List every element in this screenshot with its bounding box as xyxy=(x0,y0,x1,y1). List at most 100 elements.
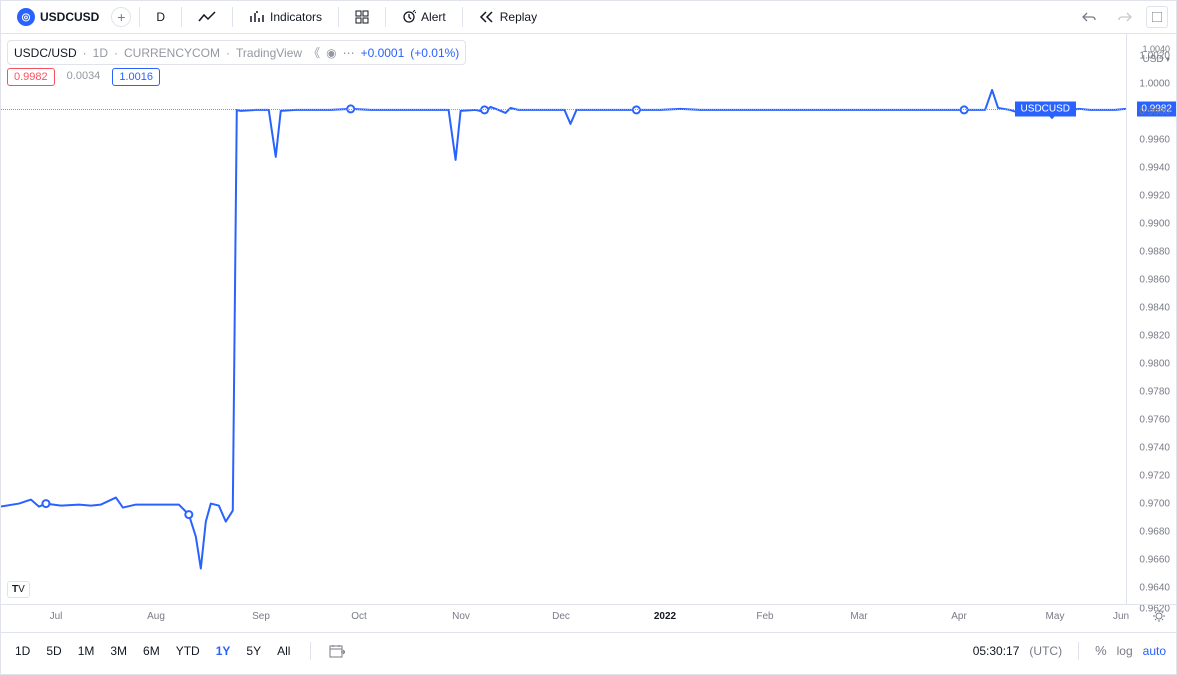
range-all[interactable]: All xyxy=(273,641,294,661)
replay-label: Replay xyxy=(500,10,537,24)
price-tick: 0.9860 xyxy=(1139,275,1170,286)
more-icon[interactable]: ⋯ xyxy=(343,46,355,60)
separator xyxy=(232,7,233,27)
dot: · xyxy=(83,46,87,60)
indicators-button[interactable]: Indicators xyxy=(241,6,330,28)
alert-label: Alert xyxy=(421,10,446,24)
alert-icon xyxy=(402,10,416,24)
time-tick: May xyxy=(1046,611,1065,622)
range-6m[interactable]: 6M xyxy=(139,641,164,661)
info-source: TradingView xyxy=(236,46,302,60)
indicators-label: Indicators xyxy=(270,10,322,24)
price-tick: 0.9840 xyxy=(1139,303,1170,314)
interval-button[interactable]: D xyxy=(148,6,173,28)
goto-date-button[interactable] xyxy=(327,642,347,660)
separator xyxy=(1078,642,1079,660)
undo-button[interactable] xyxy=(1074,7,1104,27)
add-symbol-button[interactable]: + xyxy=(111,7,131,27)
range-ytd[interactable]: YTD xyxy=(172,641,204,661)
axis-settings-button[interactable] xyxy=(1152,609,1166,626)
replay-button[interactable]: Replay xyxy=(471,6,545,28)
price-tick: 0.9640 xyxy=(1139,583,1170,594)
current-price-symbol-tag: USDCUSD xyxy=(1015,102,1076,117)
info-exchange: CURRENCYCOM xyxy=(124,46,220,60)
time-tick: Jul xyxy=(50,611,63,622)
current-price-line xyxy=(1,109,1126,110)
value-low: 0.9982 xyxy=(7,68,55,86)
separator xyxy=(139,7,140,27)
indicators-icon xyxy=(249,10,265,24)
price-tick: 0.9700 xyxy=(1139,499,1170,510)
range-1d[interactable]: 1D xyxy=(11,641,34,661)
separator xyxy=(385,7,386,27)
redo-icon xyxy=(1118,11,1132,23)
info-timeframe: 1D xyxy=(93,46,108,60)
clock-tz[interactable]: (UTC) xyxy=(1029,644,1062,658)
visibility-icon[interactable]: ◉ xyxy=(326,46,336,60)
chart-main[interactable]: USDCUSD USDC/USD · 1D · CURRENCYCOM · Tr… xyxy=(1,34,1126,604)
price-tick: 0.9660 xyxy=(1139,555,1170,566)
templates-button[interactable] xyxy=(347,6,377,28)
time-tick: Apr xyxy=(951,611,967,622)
redo-button[interactable] xyxy=(1110,7,1140,27)
fullscreen-button[interactable] xyxy=(1146,6,1168,28)
price-tick: 1.0020 xyxy=(1139,51,1170,62)
time-tick: Dec xyxy=(552,611,570,622)
range-1y[interactable]: 1Y xyxy=(212,641,235,661)
line-chart-icon xyxy=(198,10,216,24)
change-abs: +0.0001 xyxy=(361,46,405,60)
alert-button[interactable]: Alert xyxy=(394,6,454,28)
price-tick: 0.9740 xyxy=(1139,443,1170,454)
price-tick: 0.9880 xyxy=(1139,247,1170,258)
price-tick: 0.9940 xyxy=(1139,163,1170,174)
time-tick: 2022 xyxy=(654,611,676,622)
fullscreen-icon xyxy=(1152,12,1162,22)
price-tick: 0.9720 xyxy=(1139,471,1170,482)
symbol-info-bar[interactable]: USDC/USD · 1D · CURRENCYCOM · TradingVie… xyxy=(7,40,466,65)
log-button[interactable]: log xyxy=(1117,644,1133,658)
tradingview-logo[interactable]: TV xyxy=(7,581,30,598)
time-axis[interactable]: JulAugSepOctNovDec2022FebMarAprMayJun xyxy=(1,604,1176,632)
templates-icon xyxy=(355,10,369,24)
dot: · xyxy=(114,46,118,60)
time-tick: Sep xyxy=(252,611,270,622)
symbol-name: USDCUSD xyxy=(40,10,99,24)
price-scale[interactable]: 1.0040 USD ▾ 0.9982 1.00201.00000.99800.… xyxy=(1126,34,1176,604)
separator xyxy=(181,7,182,27)
symbol-selector[interactable]: ◎ USDCUSD xyxy=(9,4,107,30)
top-toolbar: ◎ USDCUSD + D Indicators Alert Replay xyxy=(1,1,1176,34)
time-tick: Aug xyxy=(147,611,165,622)
gear-icon xyxy=(1152,609,1166,623)
clock-time[interactable]: 05:30:17 xyxy=(973,644,1020,658)
separator xyxy=(310,642,311,660)
dot: · xyxy=(226,46,230,60)
range-buttons: 1D 5D 1M 3M 6M YTD 1Y 5Y All xyxy=(11,641,294,661)
range-1m[interactable]: 1M xyxy=(74,641,99,661)
ohlc-values: 0.9982 0.0034 1.0016 xyxy=(7,68,160,86)
price-tick: 0.9980 xyxy=(1139,107,1170,118)
price-tick: 0.9920 xyxy=(1139,191,1170,202)
price-line-chart xyxy=(1,34,1126,603)
value-spread: 0.0034 xyxy=(61,68,107,86)
price-tick: 1.0000 xyxy=(1139,79,1170,90)
time-tick: Nov xyxy=(452,611,470,622)
collapse-icon[interactable]: 《 xyxy=(308,44,320,61)
auto-button[interactable]: auto xyxy=(1143,644,1166,658)
time-tick: Oct xyxy=(351,611,367,622)
range-5y[interactable]: 5Y xyxy=(242,641,265,661)
separator xyxy=(338,7,339,27)
undo-icon xyxy=(1082,11,1096,23)
chart-style-button[interactable] xyxy=(190,6,224,28)
price-tick: 0.9780 xyxy=(1139,387,1170,398)
calendar-icon xyxy=(329,644,345,658)
replay-icon xyxy=(479,11,495,23)
price-tick: 0.9800 xyxy=(1139,359,1170,370)
range-3m[interactable]: 3M xyxy=(106,641,131,661)
price-tick: 0.9680 xyxy=(1139,527,1170,538)
change-pct: (+0.01%) xyxy=(410,46,459,60)
price-tick: 0.9820 xyxy=(1139,331,1170,342)
percent-button[interactable]: % xyxy=(1095,643,1107,658)
price-tick: 0.9760 xyxy=(1139,415,1170,426)
range-5d[interactable]: 5D xyxy=(42,641,65,661)
separator xyxy=(462,7,463,27)
